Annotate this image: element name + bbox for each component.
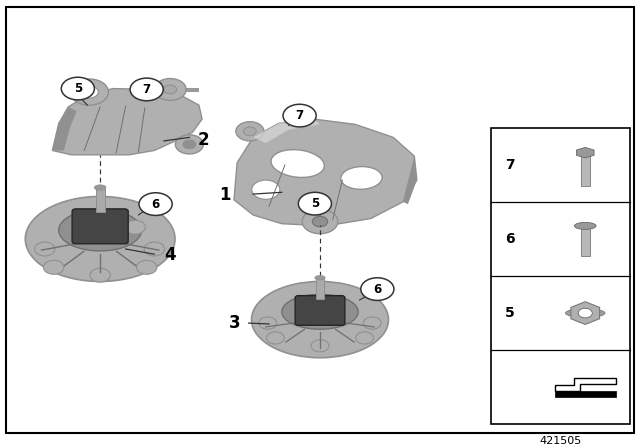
Circle shape <box>35 242 55 256</box>
Text: 5: 5 <box>505 306 515 320</box>
Circle shape <box>164 85 177 94</box>
Circle shape <box>70 79 108 105</box>
Text: 5: 5 <box>74 82 82 95</box>
Polygon shape <box>52 89 202 155</box>
Text: 4: 4 <box>164 246 175 264</box>
Polygon shape <box>571 302 600 324</box>
Circle shape <box>154 78 186 100</box>
Bar <box>580 228 589 255</box>
Polygon shape <box>253 119 320 143</box>
Bar <box>580 155 589 186</box>
Ellipse shape <box>26 197 175 281</box>
Circle shape <box>259 317 276 329</box>
Polygon shape <box>52 107 77 151</box>
FancyBboxPatch shape <box>72 209 128 244</box>
Circle shape <box>81 86 99 98</box>
Bar <box>96 188 104 212</box>
Circle shape <box>266 332 284 344</box>
Circle shape <box>139 193 172 215</box>
Text: 1: 1 <box>220 186 231 204</box>
Text: 7: 7 <box>143 83 151 96</box>
Circle shape <box>175 135 204 154</box>
Ellipse shape <box>95 185 106 190</box>
Circle shape <box>61 77 95 100</box>
Polygon shape <box>403 156 417 204</box>
Circle shape <box>130 78 163 101</box>
Circle shape <box>236 122 264 141</box>
Circle shape <box>356 332 374 344</box>
FancyBboxPatch shape <box>491 128 630 424</box>
Text: 7: 7 <box>505 158 515 172</box>
Ellipse shape <box>566 309 605 318</box>
FancyBboxPatch shape <box>295 296 345 325</box>
Ellipse shape <box>575 222 596 229</box>
Bar <box>316 278 324 299</box>
Circle shape <box>312 216 328 227</box>
Circle shape <box>311 340 329 352</box>
Circle shape <box>578 308 592 318</box>
Circle shape <box>298 192 332 215</box>
Bar <box>185 88 198 91</box>
Ellipse shape <box>340 167 382 190</box>
Circle shape <box>44 260 64 274</box>
Text: 3: 3 <box>228 314 241 332</box>
Polygon shape <box>555 378 616 391</box>
Text: 6: 6 <box>505 232 515 246</box>
Text: 421505: 421505 <box>539 436 581 446</box>
Bar <box>555 391 616 397</box>
Circle shape <box>364 317 381 329</box>
Circle shape <box>244 127 256 136</box>
Polygon shape <box>577 147 594 158</box>
Circle shape <box>183 140 196 149</box>
Circle shape <box>361 278 394 301</box>
Circle shape <box>136 260 157 274</box>
Ellipse shape <box>282 294 358 329</box>
Polygon shape <box>234 119 417 226</box>
Ellipse shape <box>271 150 324 177</box>
Text: 6: 6 <box>152 198 160 211</box>
Ellipse shape <box>59 210 141 251</box>
Text: 5: 5 <box>311 197 319 210</box>
Circle shape <box>144 242 164 256</box>
Circle shape <box>90 268 110 282</box>
Ellipse shape <box>315 276 325 280</box>
Circle shape <box>302 209 338 234</box>
Text: 7: 7 <box>296 109 303 122</box>
Text: 6: 6 <box>373 283 381 296</box>
Text: 2: 2 <box>198 131 209 149</box>
Ellipse shape <box>252 281 388 358</box>
Circle shape <box>283 104 316 127</box>
Circle shape <box>125 220 145 234</box>
Circle shape <box>252 180 280 199</box>
